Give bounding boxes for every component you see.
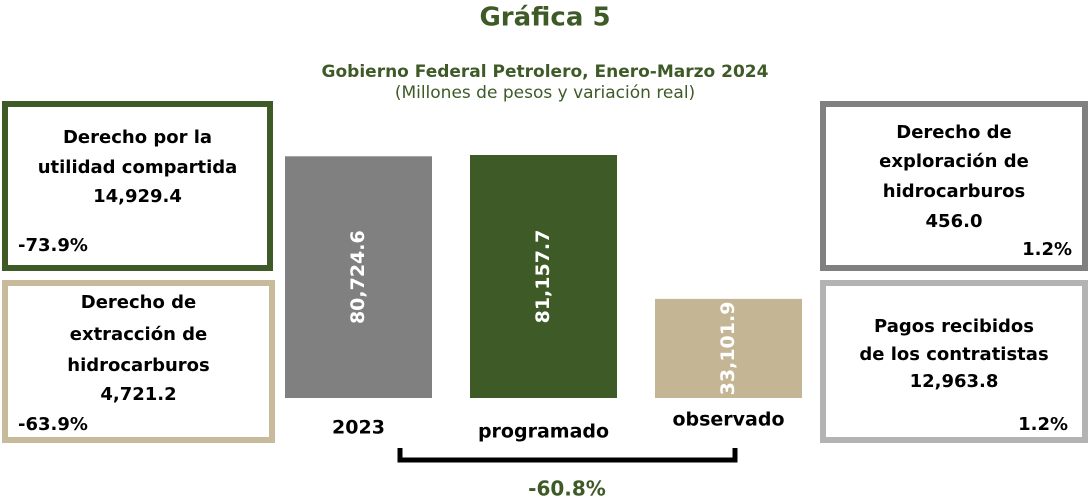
box-line: exploración de [879,151,1029,172]
unit-note: (Millones de pesos y variación real) [395,83,695,103]
category-label: programado [478,421,609,443]
category-label: observado [672,409,784,431]
box-line: extracción de [70,324,208,345]
info-box [820,101,1088,271]
annotation: -60.8% [528,477,606,501]
chart-subtitle: Gobierno Federal Petrolero, Enero-Marzo … [322,62,769,82]
bar [655,298,802,398]
box-line: Derecho de [896,122,1011,143]
info-box [820,280,1088,443]
box-value: 456.0 [926,211,983,232]
box-line: utilidad compartida [38,157,238,178]
value-label: 80,724.6 [347,230,369,324]
box-change: -63.9% [18,414,88,435]
box-value: 4,721.2 [100,384,176,405]
info-box [2,280,275,443]
value-label: 33,101.9 [717,302,739,396]
bracket [397,448,738,463]
box-change: 1.2% [1018,414,1068,435]
bar [285,156,432,398]
box-line: hidrocarburos [67,355,209,376]
box-line: Derecho por la [63,127,212,148]
info-box [2,101,273,271]
box-line: Pagos recibidos [874,316,1034,337]
box-value: 14,929.4 [93,186,182,207]
box-value: 12,963.8 [910,371,999,392]
category-label: 2023 [332,417,385,439]
box-change: -73.9% [18,235,88,256]
value-label: 81,157.7 [532,230,554,324]
box-change: 1.2% [1022,239,1072,260]
box-line: Derecho de [81,292,196,313]
chart-title: Gráfica 5 [479,3,610,33]
bar [470,155,617,398]
box-line: de los contratistas [859,344,1048,365]
box-line: hidrocarburos [883,181,1025,202]
